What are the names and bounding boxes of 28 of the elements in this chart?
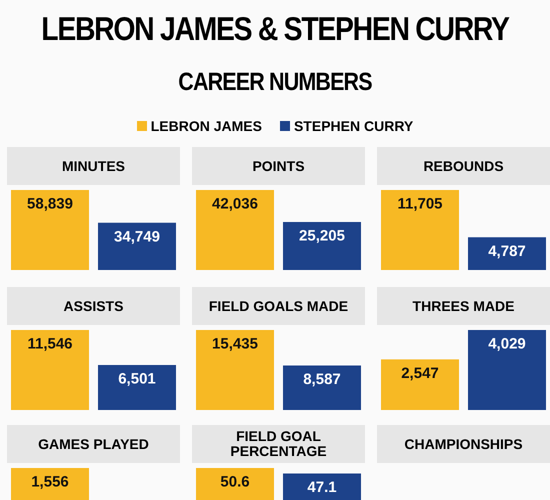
data-label: 4,787: [488, 242, 526, 260]
chart-title: ASSISTS: [7, 287, 180, 325]
data-label: 8,587: [303, 371, 341, 388]
data-label: 34,749: [114, 228, 160, 246]
chart-title: MINUTES: [7, 147, 180, 185]
data-label: 11,705: [397, 196, 443, 213]
text: CHAMPIONSHIPS: [377, 425, 550, 463]
chart-title: REBOUNDS: [377, 147, 550, 185]
chart-title: FIELD GOALS MADE: [192, 287, 365, 325]
data-label: 42,036: [212, 196, 258, 213]
chart-title: THREES MADE: [377, 287, 550, 325]
data-label: 58,839: [27, 196, 73, 213]
data-label: 2,547: [401, 365, 439, 382]
text: CAREER NUMBERS: [177, 68, 373, 97]
text: LEBRON JAMES & STEPHEN CURRY: [40, 10, 510, 48]
data-label: 50.6: [220, 474, 250, 491]
data-label: 1,556: [31, 474, 69, 491]
legend-label: STEPHEN CURRY: [294, 118, 414, 134]
data-label: 11,546: [27, 336, 73, 353]
chart-title: POINTS: [192, 147, 365, 185]
data-label: 4,029: [488, 336, 526, 353]
chart-title: GAMES PLAYED: [7, 425, 180, 463]
data-label: 15,435: [212, 336, 258, 353]
legend-label: LEBRON JAMES: [150, 118, 262, 134]
chart-title: FIELD GOAL PERCENTAGE: [192, 425, 365, 463]
data-label: 6,501: [118, 370, 156, 388]
data-label: 47.1: [307, 479, 337, 496]
data-label: 25,205: [299, 228, 345, 245]
